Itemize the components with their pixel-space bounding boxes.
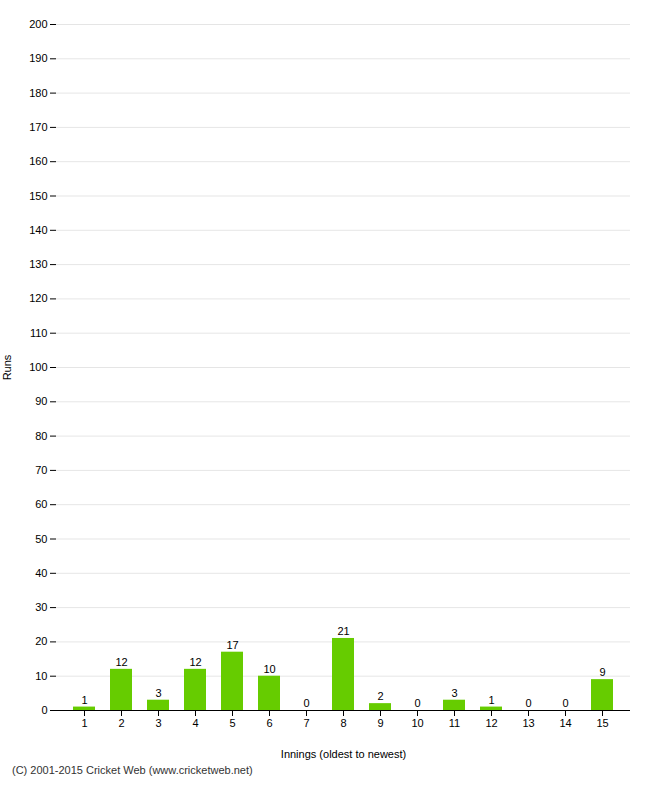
svg-text:120: 120: [29, 292, 47, 304]
svg-text:2: 2: [118, 717, 124, 729]
svg-text:3: 3: [155, 687, 161, 699]
svg-text:110: 110: [30, 327, 48, 339]
svg-text:Innings (oldest to newest): Innings (oldest to newest): [281, 748, 406, 760]
svg-text:21: 21: [337, 625, 349, 637]
svg-text:2: 2: [377, 690, 383, 702]
svg-text:190: 190: [29, 52, 47, 64]
svg-text:0: 0: [562, 697, 568, 709]
svg-text:160: 160: [29, 155, 47, 167]
svg-text:5: 5: [229, 717, 235, 729]
svg-text:12: 12: [189, 656, 201, 668]
svg-text:10: 10: [263, 663, 275, 675]
svg-text:50: 50: [35, 533, 47, 545]
svg-text:12: 12: [485, 717, 497, 729]
svg-text:40: 40: [35, 567, 47, 579]
svg-text:100: 100: [29, 361, 47, 373]
svg-text:8: 8: [340, 717, 346, 729]
svg-text:4: 4: [192, 717, 198, 729]
svg-text:9: 9: [377, 717, 383, 729]
svg-text:170: 170: [29, 121, 47, 133]
svg-text:13: 13: [522, 717, 534, 729]
svg-text:200: 200: [29, 18, 47, 30]
svg-text:10: 10: [411, 717, 423, 729]
svg-text:6: 6: [266, 717, 272, 729]
svg-text:7: 7: [303, 717, 309, 729]
svg-text:30: 30: [35, 601, 47, 613]
svg-text:17: 17: [226, 639, 238, 651]
svg-text:3: 3: [451, 687, 457, 699]
svg-text:1: 1: [81, 694, 87, 706]
svg-text:0: 0: [41, 704, 47, 716]
svg-text:130: 130: [29, 258, 47, 270]
svg-text:60: 60: [35, 498, 47, 510]
svg-text:9: 9: [599, 666, 605, 678]
svg-text:0: 0: [525, 697, 531, 709]
svg-text:10: 10: [35, 670, 47, 682]
svg-text:1: 1: [488, 694, 494, 706]
svg-text:80: 80: [35, 430, 47, 442]
svg-text:11: 11: [449, 717, 460, 729]
svg-text:0: 0: [414, 697, 420, 709]
svg-text:15: 15: [596, 717, 608, 729]
svg-text:12: 12: [115, 656, 127, 668]
svg-text:150: 150: [29, 190, 47, 202]
svg-text:180: 180: [29, 87, 47, 99]
html-text:(C) 2001-2015 Cricket Web (www: (C) 2001-2015 Cricket Web (www.cricketwe…: [12, 764, 253, 776]
svg-text:90: 90: [35, 395, 47, 407]
svg-text:1: 1: [81, 717, 87, 729]
svg-text:14: 14: [559, 717, 571, 729]
svg-text:3: 3: [155, 717, 161, 729]
svg-text:20: 20: [35, 635, 47, 647]
svg-text:140: 140: [29, 224, 47, 236]
svg-text:Runs: Runs: [1, 354, 13, 380]
svg-text:70: 70: [35, 464, 47, 476]
svg-text:0: 0: [303, 697, 309, 709]
